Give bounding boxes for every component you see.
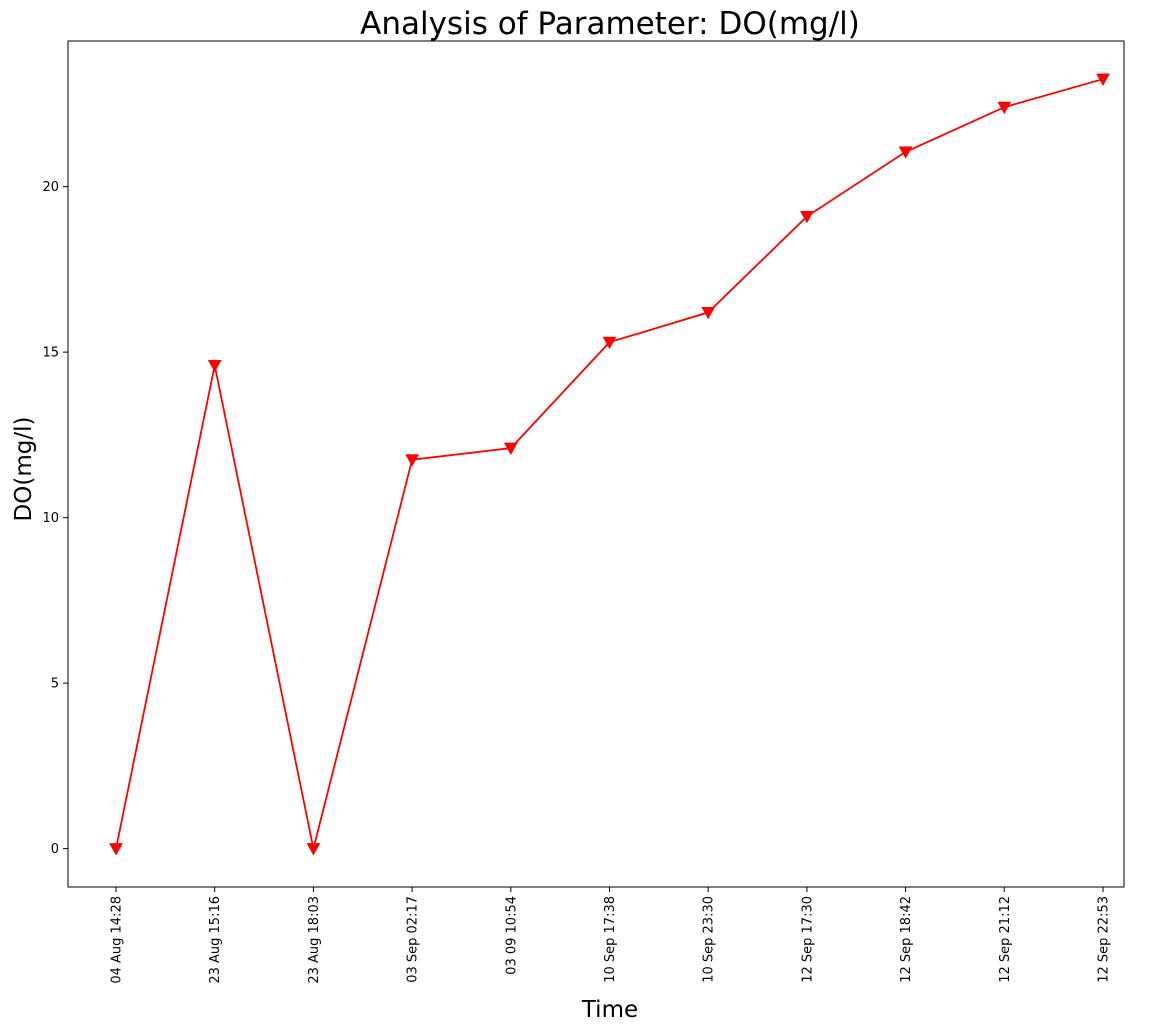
y-tick-label: 15	[42, 346, 59, 361]
y-tick-label: 10	[42, 511, 59, 526]
data-point-marker	[799, 210, 814, 224]
x-tick-label: 03 Sep 02:17	[406, 896, 421, 983]
x-tick-label: 04 Aug 14:28	[110, 896, 125, 984]
data-point-marker	[207, 359, 222, 373]
y-tick-label: 5	[51, 677, 59, 692]
chart-title: Analysis of Parameter: DO(mg/l)	[360, 6, 860, 42]
x-tick-label: 23 Aug 18:03	[307, 896, 322, 984]
x-axis: 04 Aug 14:28 23 Aug 15:16 23 Aug 18:03 03 S…	[110, 887, 1112, 984]
data-point-marker	[997, 101, 1012, 115]
series-markers	[109, 73, 1110, 856]
data-point-marker	[898, 146, 913, 159]
data-point-marker	[306, 843, 321, 856]
x-tick-label: 12 Sep 17:30	[800, 896, 815, 983]
y-axis-label: DO(mg/l)	[11, 417, 37, 522]
y-axis: 0 5 10 15 20	[42, 180, 68, 857]
data-point-marker	[109, 843, 123, 856]
y-tick-label: 20	[42, 180, 59, 195]
data-point-marker	[602, 336, 617, 350]
x-tick-label: 12 Sep 22:53	[1097, 896, 1112, 983]
data-point-marker	[701, 306, 716, 320]
x-tick-label: 23 Aug 15:16	[208, 896, 223, 984]
y-tick-label: 0	[51, 842, 59, 857]
x-tick-label: 03 09 10:54	[504, 896, 519, 975]
data-point-marker	[503, 442, 518, 456]
data-point-marker	[1096, 73, 1110, 87]
x-tick-label: 12 Sep 18:42	[899, 896, 914, 983]
plot-area	[67, 40, 1125, 888]
x-tick-label: 10 Sep 17:38	[603, 896, 618, 983]
x-tick-label: 10 Sep 23:30	[702, 896, 717, 983]
x-axis-label: Time	[581, 997, 638, 1023]
x-tick-label: 12 Sep 21:12	[998, 896, 1013, 983]
data-point-marker	[405, 454, 420, 467]
